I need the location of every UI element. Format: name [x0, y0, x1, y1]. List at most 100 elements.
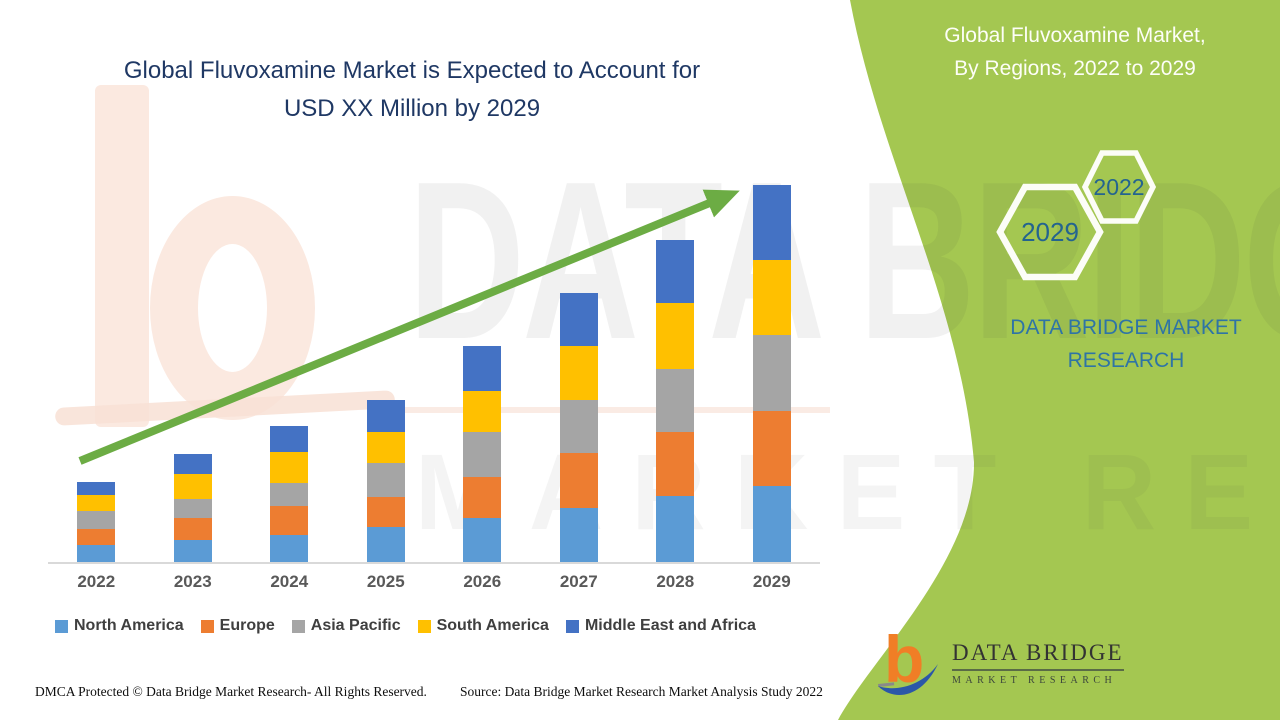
- bar-stack-2023: [173, 454, 212, 562]
- logo-text: DATA BRIDGE MARKET RESEARCH: [952, 640, 1124, 686]
- banner-title-line2: By Regions, 2022 to 2029: [954, 56, 1196, 80]
- bar-segment-north-america-2025: [366, 527, 405, 562]
- bar-segment-middle-east-and-africa-2026: [463, 346, 502, 391]
- legend-item-north-america: North America: [55, 617, 184, 635]
- legend-swatch-south-america: [417, 619, 431, 633]
- bar-segment-europe-2027: [559, 453, 598, 508]
- bar-segment-north-america-2024: [270, 535, 309, 562]
- legend-swatch-asia-pacific: [291, 619, 305, 633]
- company-logo: b DATA BRIDGE MARKET RESEARCH: [876, 624, 1124, 702]
- bar-column-2022: [48, 170, 145, 562]
- footer-dmca: DMCA Protected © Data Bridge Market Rese…: [35, 684, 427, 699]
- bar-stack-2024: [270, 426, 309, 562]
- legend-swatch-middle-east-and-africa: [565, 619, 579, 633]
- legend-item-europe: Europe: [200, 617, 275, 635]
- x-axis-label-2023: 2023: [173, 572, 212, 591]
- bar-column-2025: [338, 170, 435, 562]
- bar-column-2028: [627, 170, 724, 562]
- bar-segment-asia-pacific-2026: [463, 432, 502, 477]
- bar-segment-asia-pacific-2023: [173, 499, 212, 518]
- legend-label-asia-pacific: Asia Pacific: [310, 617, 401, 634]
- bar-segment-asia-pacific-2025: [366, 463, 405, 497]
- x-axis-label-2028: 2028: [656, 572, 695, 591]
- bar-segment-asia-pacific-2029: [752, 335, 791, 411]
- bar-segment-europe-2029: [752, 411, 791, 486]
- legend: North America Europe Asia Pacific South Ame…: [55, 617, 756, 635]
- bar-segment-asia-pacific-2022: [77, 511, 116, 529]
- bar-segment-europe-2023: [173, 518, 212, 540]
- bar-segment-north-america-2026: [463, 518, 502, 562]
- bar-segment-middle-east-and-africa-2029: [752, 185, 791, 260]
- bar-segment-europe-2026: [463, 477, 502, 518]
- logo-subtitle: MARKET RESEARCH: [952, 675, 1117, 686]
- bar-segment-south-america-2024: [270, 452, 309, 483]
- brand-text-line2: RESEARCH: [1067, 348, 1185, 372]
- bar-column-2024: [241, 170, 338, 562]
- bar-segment-europe-2028: [656, 432, 695, 496]
- x-axis-labels: 2022 2023 2024 2025 2026 2027 2028 2029: [48, 572, 820, 592]
- bar-segment-north-america-2027: [559, 508, 598, 562]
- bar-segment-south-america-2022: [77, 495, 116, 511]
- bar-segment-middle-east-and-africa-2022: [77, 482, 116, 495]
- plot-area: [48, 170, 820, 564]
- bar-segment-north-america-2023: [173, 540, 212, 562]
- logo-b-icon: b: [877, 624, 938, 696]
- bar-segment-europe-2025: [366, 497, 405, 527]
- bar-segment-north-america-2028: [656, 496, 695, 562]
- green-banner-path: [838, 0, 1280, 720]
- chart-title: Global Fluvoxamine Market is Expected to…: [62, 52, 762, 128]
- legend-label-middle-east-and-africa: Middle East and Africa: [584, 617, 756, 634]
- bar-segment-asia-pacific-2027: [559, 400, 598, 453]
- bar-segment-asia-pacific-2028: [656, 369, 695, 432]
- brand-text-line1: DATA BRIDGE MARKET: [1010, 316, 1242, 339]
- legend-item-middle-east-and-africa: Middle East and Africa: [565, 617, 756, 635]
- legend-item-asia-pacific: Asia Pacific: [291, 617, 401, 635]
- bar-segment-europe-2022: [77, 529, 116, 545]
- legend-label-north-america: North America: [74, 617, 184, 634]
- logo-title: DATA BRIDGE: [952, 640, 1124, 671]
- legend-label-south-america: South America: [436, 617, 549, 634]
- bar-column-2026: [434, 170, 531, 562]
- bar-segment-north-america-2022: [77, 545, 116, 562]
- bar-column-2029: [724, 170, 821, 562]
- x-axis-label-2026: 2026: [463, 572, 502, 591]
- legend-swatch-europe: [200, 619, 214, 633]
- chart-title-line1: Global Fluvoxamine Market is Expected to…: [123, 57, 701, 84]
- bar-segment-asia-pacific-2024: [270, 483, 309, 506]
- x-axis-label-2029: 2029: [752, 572, 791, 591]
- bar-stack-2027: [559, 293, 598, 562]
- chart-title-line2: USD XX Million by 2029: [283, 94, 541, 122]
- legend-swatch-north-america: [55, 619, 68, 633]
- bar-segment-middle-east-and-africa-2027: [559, 293, 598, 346]
- brand-text: DATA BRIDGE MARKET RESEARCH: [980, 312, 1272, 377]
- bar-segment-south-america-2026: [463, 391, 502, 432]
- legend-label-europe: Europe: [219, 617, 275, 634]
- legend-item-south-america: South America: [417, 617, 549, 635]
- bar-segment-south-america-2028: [656, 303, 695, 369]
- bar-segment-south-america-2025: [366, 432, 405, 463]
- bar-segment-south-america-2023: [173, 474, 212, 499]
- bar-stack-2022: [77, 482, 116, 562]
- banner-title-line1: Global Fluvoxamine Market,: [944, 24, 1206, 47]
- bar-stack-2025: [366, 400, 405, 562]
- bar-column-2027: [531, 170, 628, 562]
- x-axis-label-2022: 2022: [77, 572, 116, 591]
- logo-blue-swoosh: [878, 664, 938, 696]
- bar-segment-south-america-2027: [559, 346, 598, 400]
- bar-segment-middle-east-and-africa-2025: [366, 400, 405, 432]
- x-axis-label-2024: 2024: [270, 572, 309, 591]
- x-axis-label-2027: 2027: [559, 572, 598, 591]
- logo-gray-dash: [877, 682, 895, 687]
- bar-stack-2028: [656, 240, 695, 562]
- bar-stack-2026: [463, 346, 502, 562]
- bar-segment-middle-east-and-africa-2023: [173, 454, 212, 474]
- x-axis-label-2025: 2025: [366, 572, 405, 591]
- bar-segment-north-america-2029: [752, 486, 791, 562]
- bar-segment-middle-east-and-africa-2024: [270, 426, 309, 452]
- footer-source: Source: Data Bridge Market Research Mark…: [460, 684, 823, 699]
- bar-segment-europe-2024: [270, 506, 309, 535]
- bar-segment-middle-east-and-africa-2028: [656, 240, 695, 303]
- bar-column-2023: [145, 170, 242, 562]
